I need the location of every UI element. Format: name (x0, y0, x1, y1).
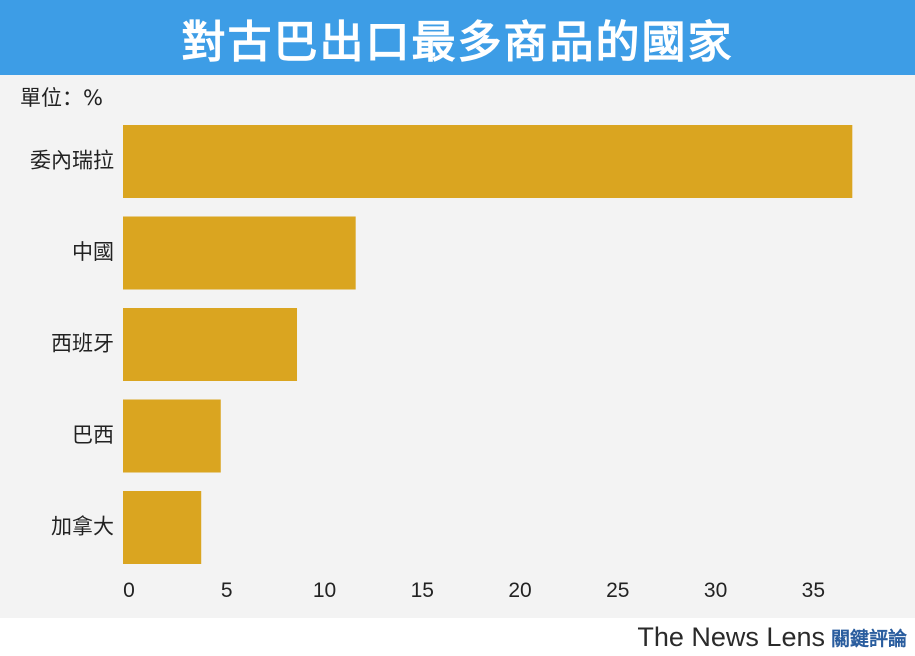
bar-3 (123, 399, 221, 473)
x-tick-label-7: 35 (802, 579, 825, 602)
brand-name-en: The News Lens (637, 621, 825, 652)
bar-2 (123, 308, 298, 381)
x-tick-label-2: 10 (313, 579, 336, 602)
footer (0, 618, 915, 656)
brand-logo: The News Lens 關鍵評論 (637, 622, 907, 652)
x-tick-label-4: 20 (508, 579, 531, 602)
category-label-3: 巴西 (72, 423, 114, 447)
bar-0 (123, 125, 853, 198)
title-bar: 對古巴出口最多商品的國家 (0, 0, 915, 75)
x-tick-label-6: 30 (704, 579, 727, 602)
brand-name-zh: 關鍵評論 (830, 627, 907, 650)
x-tick-label-3: 15 (411, 579, 434, 602)
category-label-4: 加拿大 (51, 515, 114, 539)
bars-group (123, 125, 853, 564)
x-tick-label-1: 5 (221, 579, 233, 602)
bar-4 (123, 491, 202, 564)
category-label-1: 中國 (72, 240, 114, 264)
category-label-0: 委內瑞拉 (30, 149, 114, 173)
category-label-2: 西班牙 (51, 332, 114, 356)
x-tick-labels-group: 0 5 10 15 20 25 30 35 (123, 579, 825, 602)
x-tick-label-0: 0 (123, 579, 135, 602)
bar-1 (123, 216, 356, 290)
unit-label: 單位：% (20, 86, 103, 110)
x-tick-label-5: 25 (606, 579, 629, 602)
chart-title: 對古巴出口最多商品的國家 (181, 16, 734, 68)
